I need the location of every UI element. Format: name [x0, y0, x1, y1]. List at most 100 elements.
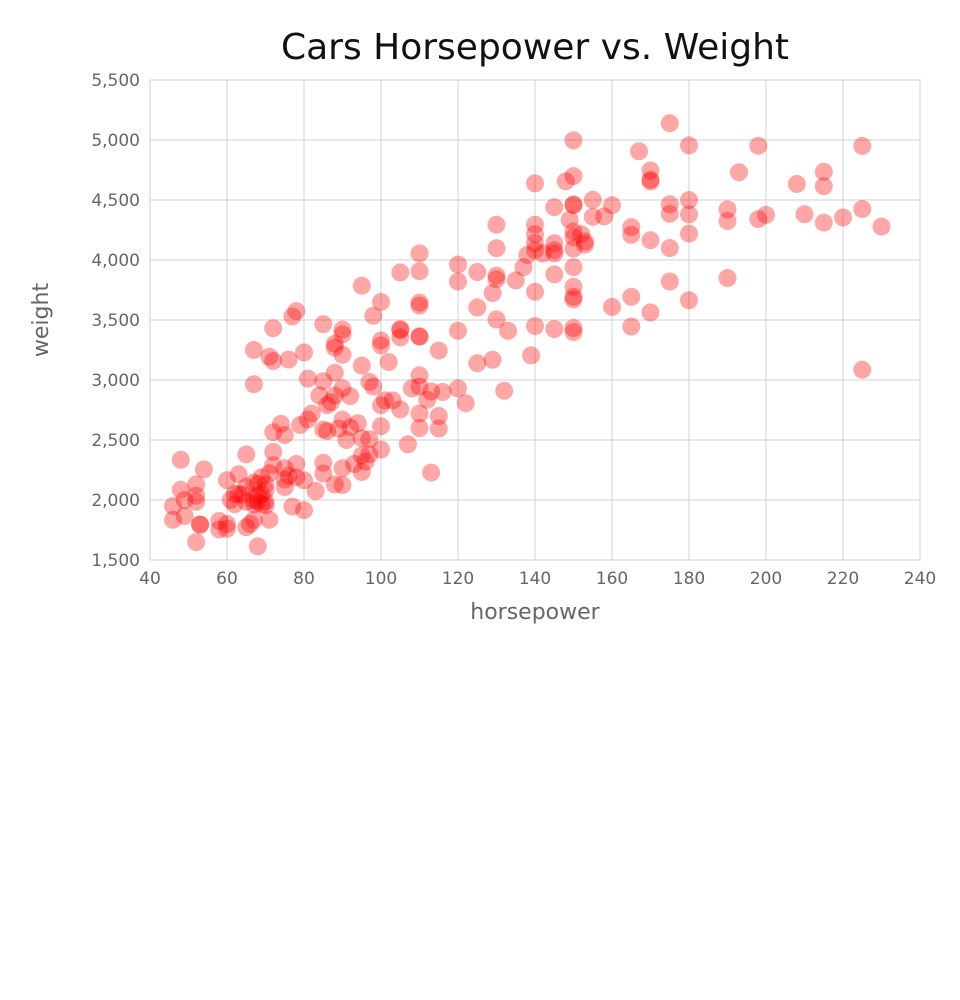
y-tick-label: 4,500	[91, 191, 140, 211]
x-tick-label: 200	[750, 569, 782, 589]
data-point	[256, 481, 275, 500]
x-tick-label: 120	[442, 569, 474, 589]
data-point	[814, 162, 833, 181]
data-point	[187, 475, 206, 494]
data-point	[641, 172, 660, 191]
data-point	[264, 456, 283, 475]
data-point	[449, 321, 467, 340]
data-point	[237, 492, 256, 511]
points-layer	[164, 114, 891, 556]
data-point	[526, 234, 544, 253]
x-tick-label: 160	[596, 569, 628, 589]
y-tick-label: 5,500	[91, 71, 140, 91]
data-point	[680, 205, 698, 224]
data-point	[872, 217, 891, 236]
data-point	[318, 396, 337, 415]
data-point	[522, 346, 541, 365]
data-point	[287, 455, 306, 473]
data-point	[814, 213, 833, 232]
data-point	[680, 136, 698, 155]
data-point	[487, 310, 506, 329]
x-tick-label: 100	[365, 569, 397, 589]
data-point	[279, 466, 298, 485]
data-point	[583, 207, 602, 226]
data-point	[275, 478, 294, 496]
data-point	[329, 419, 348, 438]
data-point	[576, 235, 594, 254]
data-point	[429, 419, 448, 438]
data-point	[252, 485, 271, 504]
data-point	[391, 263, 410, 282]
data-point	[495, 381, 514, 400]
data-point	[260, 464, 279, 483]
data-point	[241, 515, 260, 533]
data-point	[603, 196, 621, 215]
data-point	[410, 262, 429, 281]
data-point	[264, 442, 283, 461]
data-point	[545, 234, 564, 253]
data-point	[572, 225, 591, 244]
data-point	[175, 491, 194, 509]
data-point	[660, 272, 679, 291]
data-point	[237, 477, 256, 496]
data-point	[244, 510, 263, 529]
data-point	[456, 394, 475, 413]
data-point	[749, 210, 768, 229]
data-point	[660, 195, 679, 214]
data-point	[291, 416, 310, 434]
data-point	[564, 239, 583, 258]
data-point	[526, 225, 544, 244]
data-point	[391, 320, 410, 338]
data-point	[483, 284, 502, 302]
data-point	[391, 321, 410, 340]
data-point	[302, 404, 321, 423]
data-point	[622, 317, 641, 336]
data-point	[622, 218, 641, 237]
data-point	[229, 484, 248, 503]
data-point	[487, 270, 506, 289]
data-point	[260, 347, 279, 366]
data-point	[210, 520, 229, 539]
data-point	[564, 287, 583, 306]
data-point	[630, 142, 648, 161]
data-point	[483, 350, 502, 369]
data-point	[187, 486, 206, 505]
data-point	[422, 382, 441, 401]
data-point	[333, 476, 352, 494]
x-tick-label: 60	[216, 569, 238, 589]
data-point	[660, 114, 679, 133]
data-point	[372, 336, 390, 355]
data-point	[410, 419, 429, 437]
data-point	[372, 331, 390, 350]
x-tick-label: 40	[139, 569, 161, 589]
data-point	[468, 354, 487, 373]
data-point	[622, 287, 641, 306]
data-point	[487, 239, 506, 258]
data-point	[372, 440, 390, 459]
data-point	[718, 212, 737, 230]
data-point	[595, 207, 614, 226]
data-point	[545, 320, 564, 338]
data-point	[834, 208, 852, 227]
data-point	[244, 375, 263, 394]
data-point	[564, 131, 583, 150]
data-point	[225, 485, 244, 503]
data-point	[641, 303, 660, 322]
data-point	[194, 460, 213, 479]
data-point	[164, 497, 183, 515]
data-point	[333, 345, 352, 364]
data-point	[256, 475, 275, 494]
data-point	[660, 239, 679, 257]
data-point	[187, 492, 206, 511]
data-point	[410, 327, 429, 346]
data-point	[757, 205, 775, 224]
data-point	[718, 200, 737, 219]
data-point	[641, 170, 660, 189]
data-point	[298, 369, 317, 388]
chart-title: Cars Horsepower vs. Weight	[281, 27, 789, 68]
data-point	[526, 215, 544, 234]
data-point	[564, 277, 583, 296]
data-point	[187, 533, 206, 552]
data-point	[375, 391, 394, 410]
data-point	[256, 492, 275, 511]
